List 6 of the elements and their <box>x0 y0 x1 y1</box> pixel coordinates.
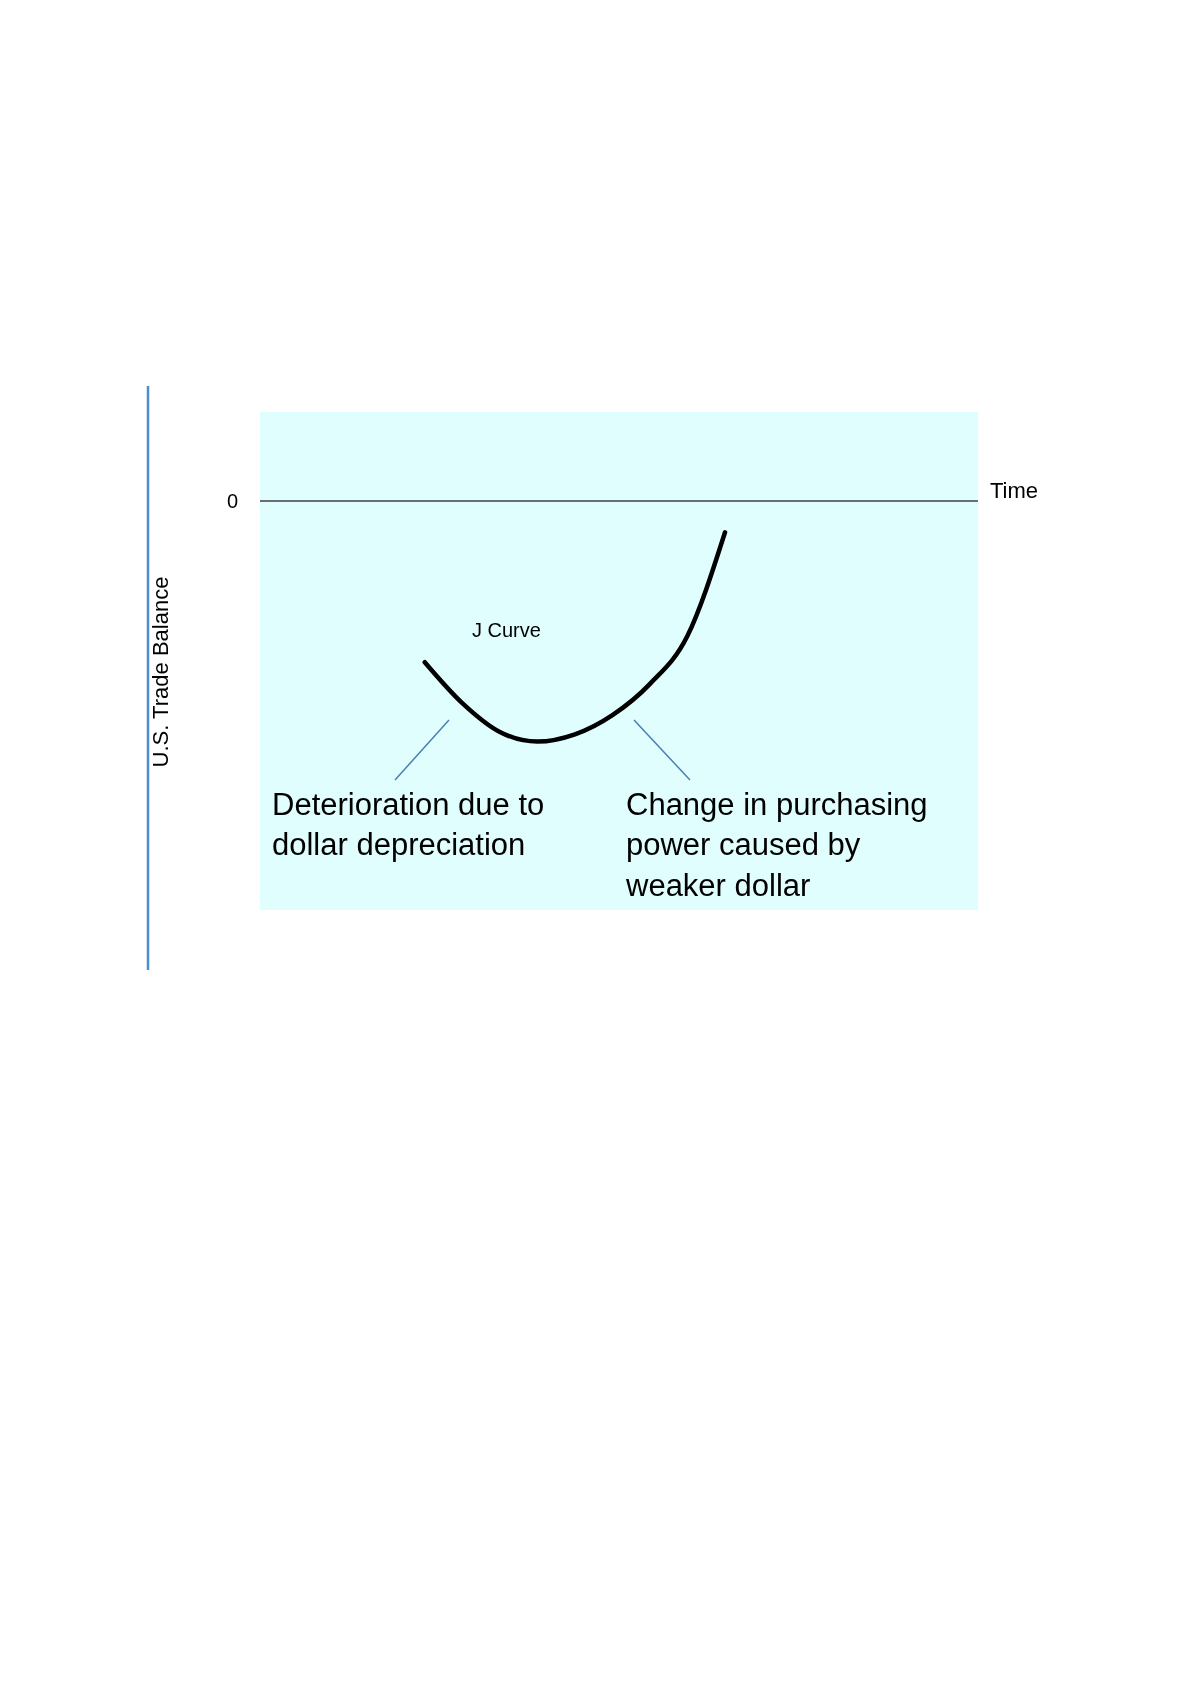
x-axis-title: Time <box>990 478 1039 504</box>
annotation: J Curve <box>472 618 542 643</box>
text: Change in purchasing power caused by weaker dollar <box>626 786 929 905</box>
text: Deterioration due to dollar depreciation <box>272 786 546 865</box>
y-axis-title: U.S. Trade Balance <box>148 576 174 768</box>
ref-line-label: 0 <box>226 490 238 513</box>
